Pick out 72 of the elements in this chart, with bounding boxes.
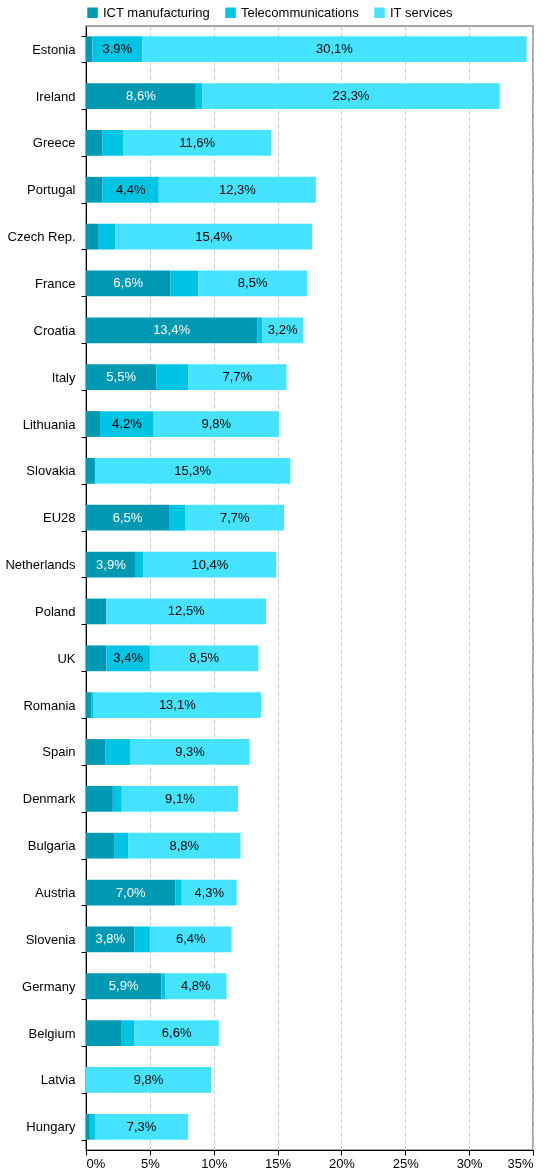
- y-tick-label: EU28: [42, 510, 76, 526]
- data-label: 15,3%: [174, 462, 212, 478]
- data-label: 9,8%: [201, 416, 232, 432]
- y-tick-label: Greece: [32, 135, 76, 151]
- data-label: 30,1%: [315, 41, 354, 57]
- data-label: 5,5%: [106, 369, 137, 385]
- data-label: 4,4%: [115, 181, 146, 197]
- data-label: 12,5%: [167, 603, 206, 619]
- y-tick-label: Germany: [22, 978, 76, 994]
- y-tick-label: Austria: [35, 885, 77, 901]
- x-tick-label: 20%: [328, 1155, 356, 1171]
- y-tick-label: Czech Rep.: [7, 229, 76, 245]
- y-tick-label: UK: [57, 650, 76, 666]
- data-label: 7,7%: [222, 369, 253, 385]
- x-tick-label: 30%: [456, 1155, 484, 1171]
- data-label: 4,3%: [194, 884, 225, 900]
- y-tick-label: Lithuania: [22, 416, 77, 432]
- y-tick-label: Hungary: [26, 1119, 76, 1135]
- legend-label: IT services: [390, 4, 454, 20]
- y-tick-label: Ireland: [35, 88, 76, 104]
- data-label: 6,5%: [112, 509, 143, 525]
- data-label: 8,5%: [237, 275, 268, 291]
- data-label: 4,2%: [112, 416, 143, 432]
- data-label: 7,3%: [126, 1118, 157, 1134]
- data-label: 3,4%: [113, 650, 144, 666]
- data-label: 6,4%: [175, 931, 206, 947]
- y-tick-label: Bulgaria: [27, 838, 77, 854]
- data-label: 13,1%: [158, 697, 197, 713]
- data-label: 6,6%: [113, 275, 144, 291]
- data-label: 5,9%: [108, 978, 139, 994]
- data-label: 3,8%: [95, 931, 126, 947]
- data-label: 12,3%: [218, 181, 257, 197]
- data-label: 15,4%: [195, 228, 233, 244]
- data-label: 9,1%: [165, 790, 196, 806]
- y-tick-label: Spain: [42, 744, 76, 760]
- data-label: 3,2%: [267, 322, 298, 338]
- y-tick-label: Latvia: [40, 1072, 77, 1088]
- legend-label: ICT manufacturing: [103, 4, 210, 20]
- y-tick-label: Romania: [23, 697, 77, 713]
- y-tick-label: Italy: [51, 369, 76, 385]
- data-label: 9,8%: [133, 1071, 164, 1087]
- data-label: 8,6%: [126, 88, 157, 104]
- data-label: 8,5%: [189, 650, 220, 666]
- data-label: 9,3%: [175, 743, 206, 759]
- y-tick-label: Croatia: [33, 322, 77, 338]
- data-label: 4,8%: [181, 978, 212, 994]
- data-label: 11,6%: [179, 134, 216, 150]
- y-tick-label: Slovenia: [25, 931, 77, 947]
- y-tick-label: Netherlands: [5, 557, 76, 573]
- data-label: 23,3%: [332, 88, 370, 104]
- data-label: 3,9%: [102, 41, 133, 57]
- x-tick-label: 35%: [507, 1155, 534, 1171]
- x-tick-label: 10%: [201, 1155, 228, 1171]
- data-label: 6,6%: [161, 1025, 192, 1041]
- data-label: 13,4%: [153, 322, 191, 338]
- y-tick-label: France: [35, 275, 76, 291]
- data-label: 3,9%: [96, 556, 127, 572]
- y-tick-label: Poland: [35, 603, 76, 619]
- y-tick-label: Denmark: [22, 791, 76, 807]
- x-tick-label: 15%: [265, 1155, 292, 1171]
- legend-label: Telecommunications: [241, 4, 360, 20]
- data-label: 7,0%: [115, 884, 146, 900]
- x-tick-label: 0%: [86, 1155, 106, 1171]
- data-label: 10,4%: [191, 556, 229, 572]
- y-tick-label: Slovakia: [26, 463, 77, 479]
- y-tick-label: Estonia: [32, 41, 77, 57]
- data-label: 8,8%: [169, 837, 200, 853]
- data-label: 7,7%: [219, 509, 251, 525]
- y-tick-label: Portugal: [27, 182, 76, 198]
- y-tick-label: Belgium: [28, 1025, 76, 1041]
- x-tick-label: 5%: [140, 1155, 161, 1171]
- x-tick-label: 25%: [392, 1155, 420, 1171]
